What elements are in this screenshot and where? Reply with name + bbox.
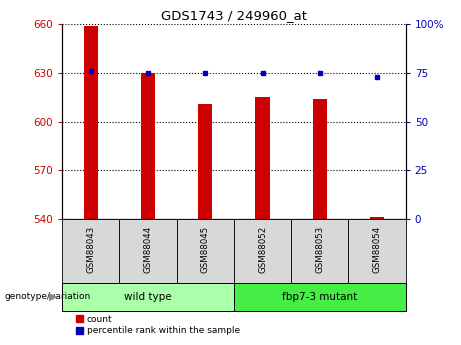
Bar: [313, 99, 327, 219]
Title: GDS1743 / 249960_at: GDS1743 / 249960_at: [161, 9, 307, 22]
Bar: [62, 283, 234, 310]
Bar: [84, 26, 98, 219]
Bar: [62, 219, 119, 283]
Bar: [198, 104, 213, 219]
Text: GSM88052: GSM88052: [258, 226, 267, 273]
Bar: [141, 73, 155, 219]
Bar: [349, 219, 406, 283]
Bar: [234, 283, 406, 310]
Bar: [177, 219, 234, 283]
Bar: [234, 219, 291, 283]
Text: GSM88043: GSM88043: [86, 226, 95, 273]
Text: genotype/variation: genotype/variation: [5, 292, 91, 301]
Text: GSM88044: GSM88044: [143, 226, 153, 273]
Text: fbp7-3 mutant: fbp7-3 mutant: [282, 292, 357, 302]
Text: ▶: ▶: [49, 292, 58, 302]
Text: GSM88053: GSM88053: [315, 226, 325, 273]
Text: GSM88054: GSM88054: [372, 226, 382, 273]
Text: wild type: wild type: [124, 292, 172, 302]
Bar: [291, 219, 349, 283]
Text: GSM88045: GSM88045: [201, 226, 210, 273]
Bar: [255, 97, 270, 219]
Legend: count, percentile rank within the sample: count, percentile rank within the sample: [76, 315, 240, 335]
Bar: [119, 219, 177, 283]
Bar: [370, 217, 384, 219]
